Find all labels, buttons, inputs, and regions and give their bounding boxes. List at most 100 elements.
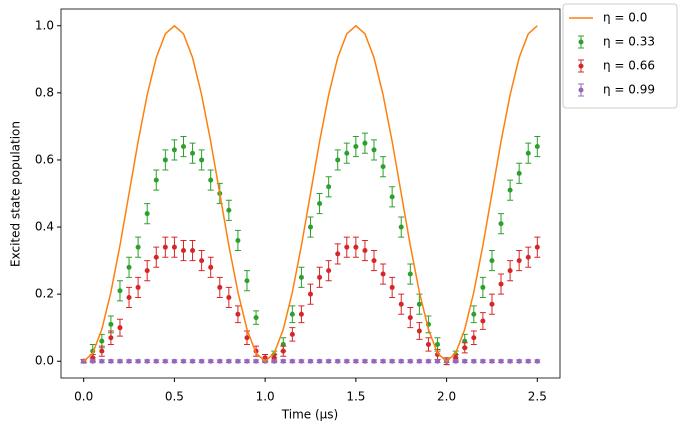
data-point bbox=[335, 251, 341, 257]
data-point bbox=[498, 358, 504, 364]
x-tick-label: 0.5 bbox=[165, 390, 184, 404]
data-point bbox=[280, 358, 286, 364]
series-line bbox=[83, 24, 538, 363]
data-point bbox=[380, 271, 386, 277]
data-point bbox=[480, 284, 486, 290]
data-point bbox=[525, 150, 531, 156]
data-point bbox=[308, 224, 313, 230]
data-point bbox=[371, 147, 377, 153]
legend-label: η = 0.0 bbox=[603, 11, 647, 25]
data-point bbox=[144, 268, 150, 274]
data-point bbox=[534, 144, 540, 150]
data-point bbox=[298, 358, 304, 364]
data-point bbox=[244, 335, 250, 341]
data-point bbox=[135, 244, 141, 250]
data-point bbox=[498, 221, 504, 227]
data-point bbox=[534, 244, 540, 250]
data-point bbox=[180, 144, 186, 150]
data-point bbox=[362, 358, 368, 364]
y-tick-label: 0.2 bbox=[35, 287, 54, 301]
data-point bbox=[380, 164, 386, 170]
data-point bbox=[407, 315, 413, 321]
data-point bbox=[489, 301, 495, 307]
data-point bbox=[516, 170, 522, 176]
legend-label: η = 0.66 bbox=[603, 59, 655, 73]
data-point bbox=[289, 311, 295, 317]
data-point bbox=[308, 291, 313, 297]
y-tick-label: 0.6 bbox=[35, 152, 54, 166]
data-point bbox=[199, 258, 205, 264]
data-point bbox=[407, 358, 413, 364]
data-point bbox=[480, 318, 486, 324]
legend-label: η = 0.99 bbox=[603, 83, 655, 97]
data-point bbox=[190, 248, 196, 254]
data-point bbox=[335, 358, 341, 364]
data-point bbox=[280, 348, 286, 354]
data-point bbox=[226, 207, 232, 213]
data-point bbox=[435, 341, 441, 347]
data-point bbox=[389, 284, 395, 290]
data-point bbox=[425, 341, 431, 347]
data-point bbox=[398, 358, 404, 364]
data-point bbox=[99, 338, 105, 344]
data-point bbox=[435, 352, 441, 358]
data-point bbox=[453, 358, 459, 364]
data-point bbox=[162, 157, 168, 163]
data-point bbox=[153, 358, 159, 364]
data-point bbox=[362, 140, 368, 146]
data-point bbox=[226, 294, 232, 300]
x-tick-label: 1.5 bbox=[346, 390, 365, 404]
data-point bbox=[108, 321, 114, 327]
data-point bbox=[162, 358, 168, 364]
data-point bbox=[435, 358, 441, 364]
data-point bbox=[298, 274, 304, 280]
data-point bbox=[335, 157, 341, 163]
data-point bbox=[235, 358, 241, 364]
data-point bbox=[171, 244, 177, 250]
data-point bbox=[190, 150, 196, 156]
legend-swatch bbox=[578, 63, 584, 69]
data-point bbox=[208, 264, 214, 270]
data-point bbox=[190, 358, 196, 364]
data-point bbox=[489, 258, 495, 264]
data-point bbox=[317, 274, 323, 280]
data-point bbox=[425, 358, 431, 364]
data-point bbox=[480, 358, 486, 364]
x-axis-label: Time (μs) bbox=[281, 408, 338, 422]
data-point bbox=[208, 177, 214, 183]
data-point bbox=[235, 311, 241, 317]
data-point bbox=[507, 268, 513, 274]
data-point bbox=[308, 358, 313, 364]
data-point bbox=[117, 288, 123, 294]
data-point bbox=[371, 258, 377, 264]
data-point bbox=[153, 254, 159, 260]
data-point bbox=[462, 358, 468, 364]
data-point bbox=[317, 201, 323, 207]
data-point bbox=[326, 358, 332, 364]
data-point bbox=[135, 358, 141, 364]
data-point bbox=[199, 157, 205, 163]
data-point bbox=[353, 144, 359, 150]
data-point bbox=[162, 244, 168, 250]
data-point bbox=[217, 284, 223, 290]
x-tick-label: 1.0 bbox=[256, 390, 275, 404]
data-point bbox=[99, 358, 105, 364]
data-point bbox=[135, 284, 141, 290]
data-point bbox=[471, 358, 477, 364]
data-point bbox=[389, 358, 395, 364]
data-point bbox=[398, 301, 404, 307]
data-point bbox=[326, 184, 332, 190]
data-point bbox=[353, 358, 359, 364]
legend-swatch bbox=[578, 39, 584, 45]
y-tick-label: 1.0 bbox=[35, 18, 54, 32]
plot-frame bbox=[60, 8, 561, 379]
data-point bbox=[153, 177, 159, 183]
legend-swatch bbox=[578, 87, 584, 93]
y-tick-label: 0.4 bbox=[35, 220, 54, 234]
data-point bbox=[344, 244, 350, 250]
data-point bbox=[534, 358, 540, 364]
data-point bbox=[289, 331, 295, 337]
data-point bbox=[217, 358, 223, 364]
data-point bbox=[389, 194, 395, 200]
